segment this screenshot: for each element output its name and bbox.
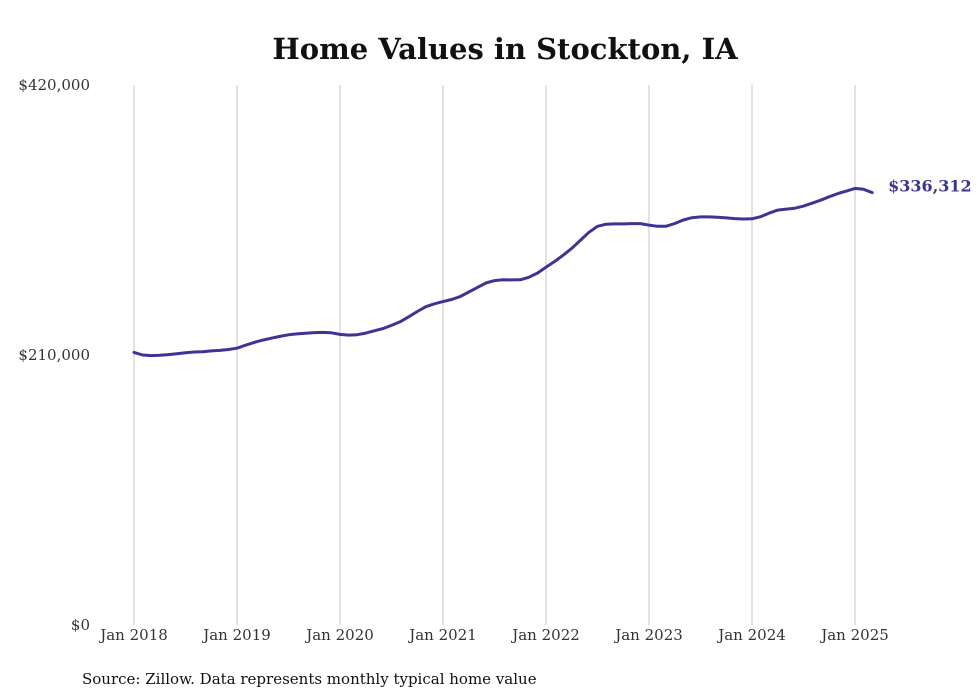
x-tick-label: Jan 2019 [201, 626, 271, 644]
x-tick-label: Jan 2023 [613, 626, 683, 644]
x-axis-ticks: Jan 2018 Jan 2019 Jan 2020 Jan 2021 Jan 2022… [98, 626, 889, 644]
y-tick-label: $210,000 [18, 346, 90, 364]
x-tick-label: Jan 2018 [98, 626, 168, 644]
source-note: Source: Zillow. Data represents monthly … [82, 670, 537, 688]
chart-title: Home Values in Stockton, IA [272, 32, 738, 66]
y-axis-ticks: $0 $210,000 $420,000 [18, 76, 90, 634]
x-tick-label: Jan 2025 [819, 626, 889, 644]
y-tick-label: $420,000 [18, 76, 90, 94]
x-tick-label: Jan 2020 [304, 626, 374, 644]
x-tick-label: Jan 2022 [510, 626, 580, 644]
series-line [132, 186, 874, 358]
gridlines [133, 85, 856, 625]
y-tick-label: $0 [71, 616, 90, 634]
end-value-label: $336,312 [888, 177, 972, 196]
series-layer: $336,312 [132, 177, 972, 358]
x-tick-label: Jan 2024 [716, 626, 786, 644]
x-tick-label: Jan 2021 [407, 626, 477, 644]
